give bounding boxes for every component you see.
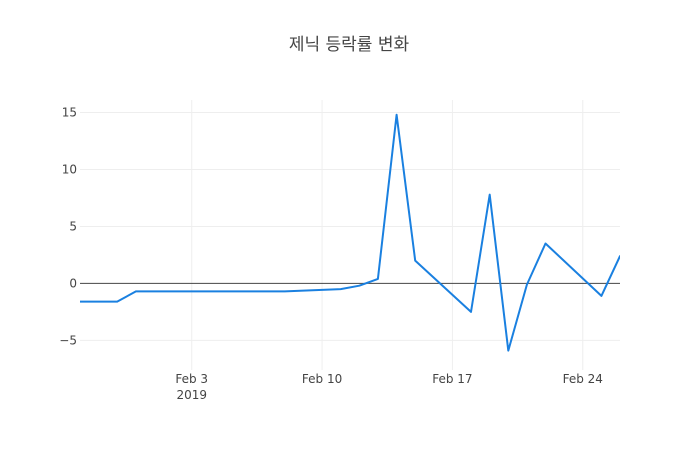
series-layer [80,113,620,352]
axis-layer: Feb 3 2019 Feb 10 Feb 17 Feb 24 15 10 5 0 −5 [59,106,603,402]
y-tick-label: 15 [62,106,77,120]
x-tick-label: Feb 17 [432,372,472,386]
y-tick-label: 10 [62,162,77,176]
y-tick-label: 5 [69,219,77,233]
x-tick-label: Feb 3 [175,372,208,386]
x-tick-label: Feb 10 [302,372,342,386]
series-line [80,113,620,352]
y-tick-label: −5 [59,333,77,347]
grid-layer [80,100,620,370]
x-tick-label: Feb 24 [563,372,603,386]
chart-title: 제닉 등락률 변화 [289,35,410,55]
x-tick-sublabel: 2019 [176,388,207,402]
y-tick-label: 0 [69,276,77,290]
